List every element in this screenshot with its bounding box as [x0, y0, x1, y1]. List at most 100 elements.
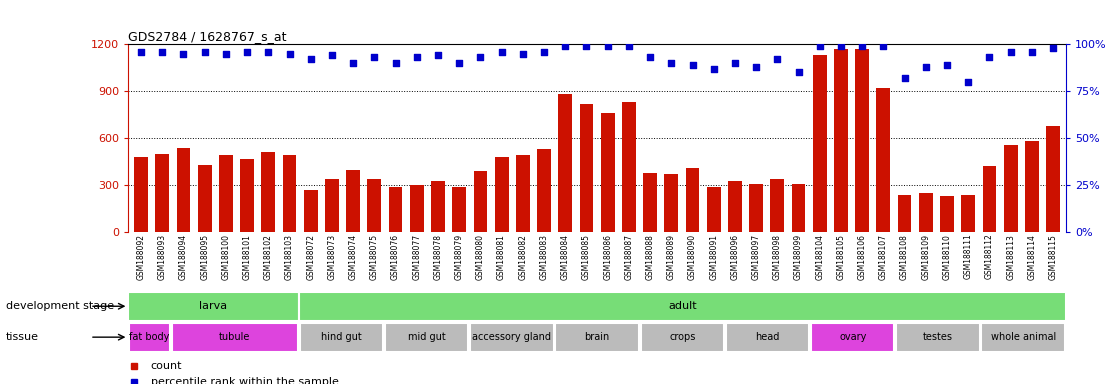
Bar [643, 173, 657, 232]
Point [344, 60, 362, 66]
Bar [981, 323, 1065, 351]
Point [642, 54, 660, 60]
Bar [834, 49, 848, 232]
Text: testes: testes [923, 332, 953, 342]
Bar [470, 323, 554, 351]
Text: mid gut: mid gut [407, 332, 445, 342]
Point [811, 43, 829, 49]
Bar [600, 113, 615, 232]
Text: crops: crops [670, 332, 695, 342]
Bar [558, 94, 573, 232]
Text: count: count [151, 361, 182, 371]
Point [153, 49, 171, 55]
Bar [299, 323, 383, 351]
Bar [579, 104, 594, 232]
Bar [556, 323, 638, 351]
Bar [706, 187, 721, 232]
Bar [388, 187, 403, 232]
Point [727, 60, 744, 66]
Point [195, 49, 213, 55]
Bar [811, 323, 895, 351]
Bar [897, 195, 912, 232]
Point [450, 60, 468, 66]
Text: hind gut: hind gut [321, 332, 362, 342]
Point [259, 49, 277, 55]
Point [854, 43, 872, 49]
Bar [176, 147, 191, 232]
Bar [172, 323, 298, 351]
Bar [641, 323, 724, 351]
Text: GDS2784 / 1628767_s_at: GDS2784 / 1628767_s_at [128, 30, 287, 43]
Point [875, 43, 893, 49]
Bar [516, 156, 530, 232]
Point [663, 60, 681, 66]
Bar [129, 323, 170, 351]
Point [280, 50, 298, 56]
Text: accessory gland: accessory gland [472, 332, 551, 342]
Bar [664, 174, 679, 232]
Bar [961, 195, 975, 232]
Bar [728, 180, 742, 232]
Text: whole animal: whole animal [991, 332, 1056, 342]
Bar [725, 323, 809, 351]
Point [896, 75, 914, 81]
Text: brain: brain [585, 332, 609, 342]
Point [513, 50, 531, 56]
Point [684, 62, 702, 68]
Bar [367, 179, 382, 232]
Point [535, 49, 552, 55]
Point [323, 52, 340, 58]
Point [620, 43, 638, 49]
Bar [494, 157, 509, 232]
Bar [896, 323, 980, 351]
Bar [219, 156, 233, 232]
Point [960, 79, 978, 85]
Bar [155, 154, 170, 232]
Bar [1003, 144, 1018, 232]
Bar [1024, 141, 1039, 232]
Point [301, 56, 319, 62]
Point [132, 49, 150, 55]
Bar [282, 156, 297, 232]
Text: development stage: development stage [6, 301, 114, 311]
Text: tissue: tissue [6, 332, 39, 342]
Point [1002, 49, 1020, 55]
Bar [791, 184, 806, 232]
Bar [770, 179, 785, 232]
Point [429, 52, 446, 58]
Bar [876, 88, 891, 232]
Point [917, 64, 935, 70]
Bar [325, 179, 339, 232]
Bar [473, 171, 488, 232]
Bar [537, 149, 551, 232]
Text: fat body: fat body [129, 332, 170, 342]
Bar [918, 193, 933, 232]
Bar [685, 168, 700, 232]
Text: larva: larva [200, 301, 228, 311]
Point [833, 43, 850, 49]
Point [1045, 45, 1062, 51]
Point [1023, 49, 1041, 55]
Text: tubule: tubule [219, 332, 251, 342]
Point [407, 54, 425, 60]
Bar [299, 292, 1066, 321]
Bar [128, 292, 299, 321]
Bar [982, 167, 997, 232]
Point [386, 60, 404, 66]
Point [471, 54, 489, 60]
Point [705, 66, 723, 72]
Bar [1046, 126, 1060, 232]
Bar [940, 196, 954, 232]
Bar [622, 102, 636, 232]
Point [217, 50, 234, 56]
Bar [240, 159, 254, 232]
Bar [134, 157, 148, 232]
Bar [198, 165, 212, 232]
Point [748, 64, 766, 70]
Bar [812, 55, 827, 232]
Bar [749, 184, 763, 232]
Text: ovary: ovary [839, 332, 866, 342]
Point [981, 54, 999, 60]
Text: head: head [756, 332, 780, 342]
Point [238, 49, 256, 55]
